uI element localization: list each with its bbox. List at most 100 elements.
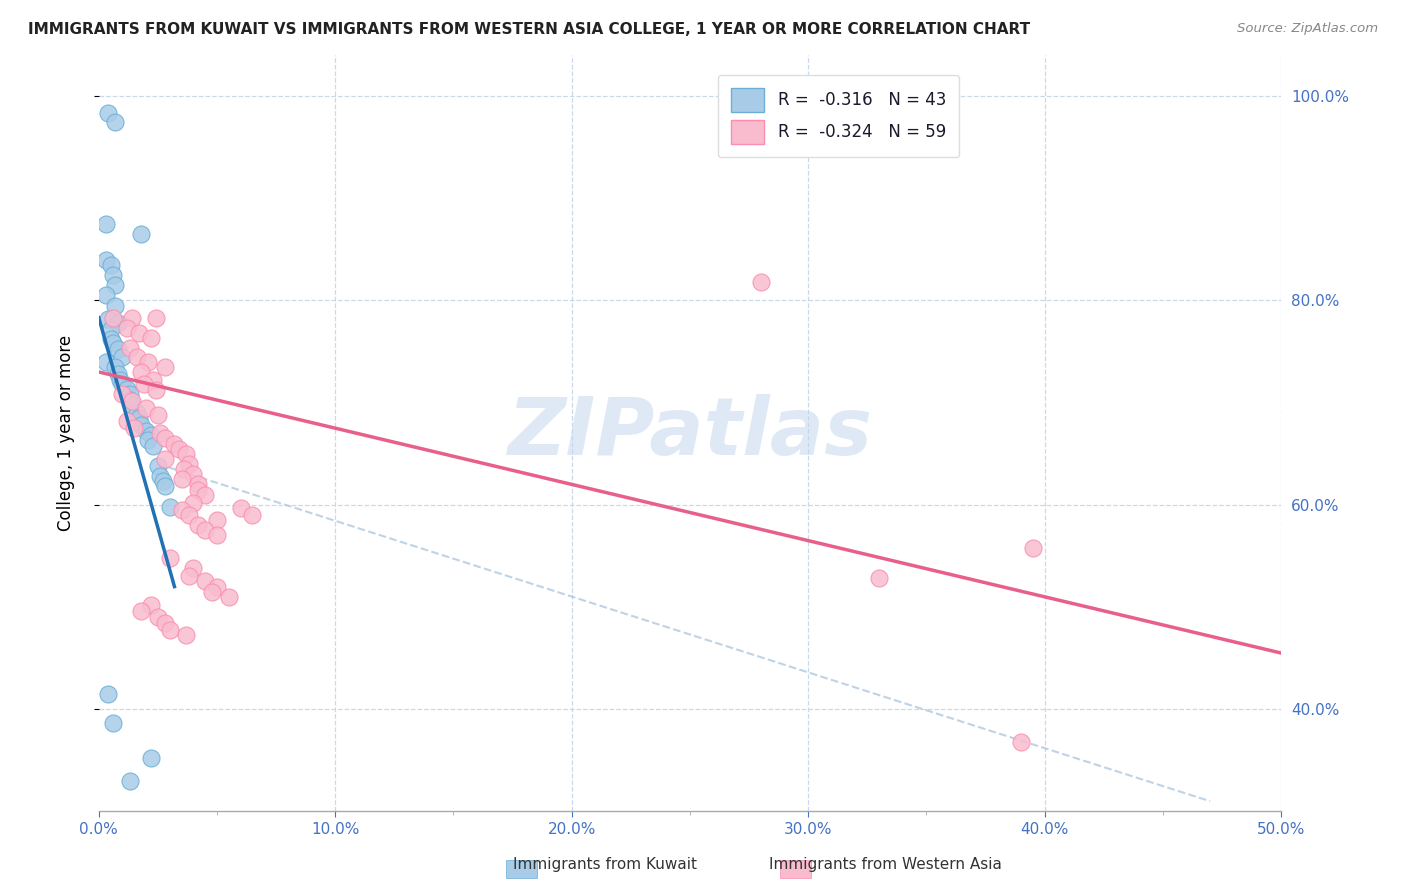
Point xyxy=(97,311,120,326)
Point xyxy=(146,458,169,473)
Point xyxy=(94,355,117,369)
Point xyxy=(229,500,252,515)
Point xyxy=(128,326,150,340)
Point xyxy=(187,483,209,497)
Point xyxy=(97,106,120,120)
Point xyxy=(183,496,205,510)
Point xyxy=(142,373,165,387)
Point xyxy=(111,387,134,401)
Point xyxy=(173,462,195,476)
Point xyxy=(139,598,162,612)
Point xyxy=(183,467,205,482)
Point xyxy=(131,227,153,241)
Text: ZIPatlas: ZIPatlas xyxy=(508,394,873,472)
Point xyxy=(101,336,124,351)
Point xyxy=(135,424,157,438)
Point xyxy=(218,590,240,604)
Point xyxy=(142,439,165,453)
Point xyxy=(167,442,190,456)
Point xyxy=(104,299,127,313)
Point xyxy=(118,392,141,407)
Point xyxy=(138,355,160,369)
Point xyxy=(135,401,157,415)
Point xyxy=(139,751,162,765)
Point xyxy=(194,487,217,501)
Point xyxy=(242,508,264,522)
Point xyxy=(97,687,120,701)
Point xyxy=(146,408,169,422)
Point xyxy=(146,610,169,624)
Point xyxy=(118,342,141,356)
Point xyxy=(187,477,209,491)
Point xyxy=(174,627,197,641)
Point xyxy=(100,258,122,272)
Y-axis label: College, 1 year or more: College, 1 year or more xyxy=(58,335,75,532)
Point xyxy=(868,571,890,585)
Point xyxy=(100,322,122,336)
Point xyxy=(205,528,228,542)
Point xyxy=(121,398,143,412)
Point xyxy=(1010,735,1032,749)
Point xyxy=(115,382,138,396)
Point xyxy=(118,773,141,788)
Point xyxy=(131,604,153,618)
Point xyxy=(107,367,129,381)
Point xyxy=(183,561,205,575)
Point xyxy=(205,580,228,594)
Point xyxy=(145,310,167,325)
Point xyxy=(153,359,176,374)
Point xyxy=(138,434,160,448)
Point xyxy=(170,472,193,486)
Point xyxy=(125,406,148,420)
Point xyxy=(121,393,143,408)
Point xyxy=(149,426,172,441)
Text: IMMIGRANTS FROM KUWAIT VS IMMIGRANTS FROM WESTERN ASIA COLLEGE, 1 YEAR OR MORE C: IMMIGRANTS FROM KUWAIT VS IMMIGRANTS FRO… xyxy=(28,22,1031,37)
Point xyxy=(111,350,134,364)
Text: Immigrants from Western Asia: Immigrants from Western Asia xyxy=(769,857,1002,872)
Point xyxy=(153,616,176,631)
Point xyxy=(1022,541,1045,555)
Point xyxy=(139,428,162,442)
Point xyxy=(121,310,143,325)
Point xyxy=(104,278,127,293)
Point xyxy=(163,436,186,450)
Point xyxy=(111,377,134,392)
Point xyxy=(153,479,176,493)
Point xyxy=(104,114,127,128)
Point xyxy=(115,321,138,335)
Point xyxy=(153,451,176,466)
Point xyxy=(125,350,148,364)
Point xyxy=(145,384,167,398)
Point xyxy=(131,365,153,379)
Text: Immigrants from Kuwait: Immigrants from Kuwait xyxy=(513,857,696,872)
Point xyxy=(94,217,117,231)
Point xyxy=(177,457,200,471)
Point xyxy=(205,513,228,527)
Point xyxy=(101,268,124,282)
Point xyxy=(101,715,124,730)
Text: Source: ZipAtlas.com: Source: ZipAtlas.com xyxy=(1237,22,1378,36)
Point xyxy=(122,421,145,435)
Point xyxy=(152,475,174,489)
Point xyxy=(170,503,193,517)
Point xyxy=(131,418,153,433)
Point xyxy=(177,569,200,583)
Point xyxy=(118,387,141,401)
Point xyxy=(94,288,117,302)
Point xyxy=(104,359,127,374)
Point xyxy=(101,310,124,325)
Point xyxy=(108,373,131,387)
Point xyxy=(159,500,181,514)
Point xyxy=(159,623,181,637)
Legend: R =  -0.316   N = 43, R =  -0.324   N = 59: R = -0.316 N = 43, R = -0.324 N = 59 xyxy=(717,75,959,157)
Point xyxy=(128,411,150,425)
Point xyxy=(749,275,772,289)
Point xyxy=(159,551,181,566)
Point xyxy=(139,331,162,345)
Point xyxy=(174,447,197,461)
Point xyxy=(187,518,209,533)
Point xyxy=(107,316,129,330)
Point xyxy=(201,584,224,599)
Point xyxy=(194,524,217,538)
Point xyxy=(153,431,176,445)
